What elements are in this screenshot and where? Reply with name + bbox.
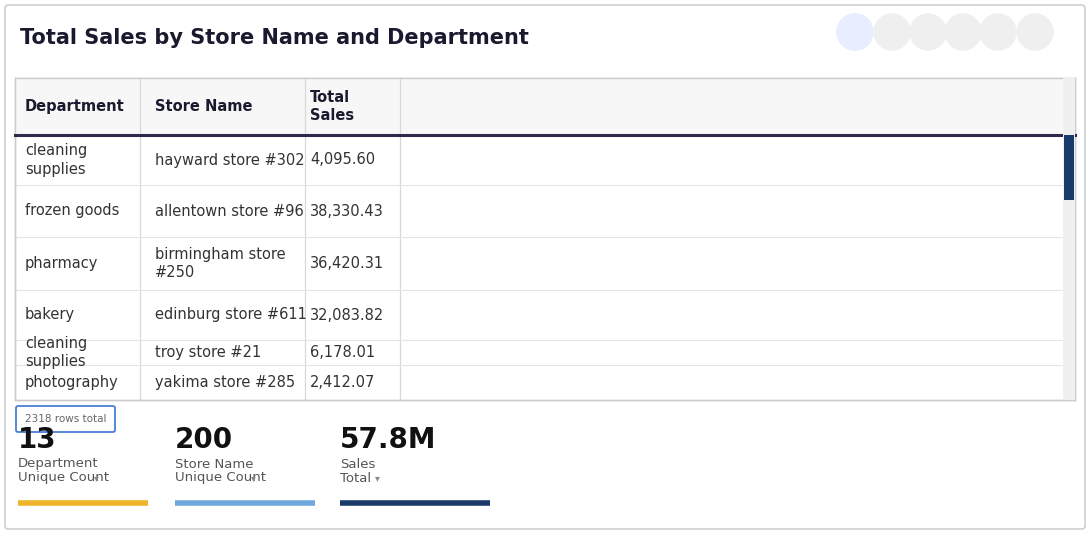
Text: Total: Total <box>340 472 371 484</box>
Text: 4,095.60: 4,095.60 <box>310 153 375 168</box>
Text: 13: 13 <box>19 426 57 454</box>
Circle shape <box>1017 14 1053 50</box>
Text: Total Sales by Store Name and Department: Total Sales by Store Name and Department <box>20 28 529 48</box>
Text: troy store #21: troy store #21 <box>155 345 262 360</box>
Text: Store Name: Store Name <box>175 458 254 470</box>
Text: birmingham store
#250: birmingham store #250 <box>155 247 286 280</box>
Circle shape <box>837 14 873 50</box>
Text: cleaning
supplies: cleaning supplies <box>25 336 87 370</box>
Text: 2318 rows total: 2318 rows total <box>25 414 106 424</box>
Text: frozen goods: frozen goods <box>25 203 120 218</box>
Text: Sales: Sales <box>340 458 375 470</box>
FancyBboxPatch shape <box>16 406 116 432</box>
Text: ▾: ▾ <box>94 473 98 483</box>
Circle shape <box>910 14 946 50</box>
Text: Unique Count: Unique Count <box>19 472 109 484</box>
Bar <box>15 78 1075 400</box>
Text: hayward store #302: hayward store #302 <box>155 153 304 168</box>
Text: Department: Department <box>19 458 98 470</box>
Text: 200: 200 <box>175 426 233 454</box>
Text: Department: Department <box>25 99 124 114</box>
Text: yakima store #285: yakima store #285 <box>155 375 295 390</box>
Text: cleaning
supplies: cleaning supplies <box>25 143 87 177</box>
Text: allentown store #96: allentown store #96 <box>155 203 304 218</box>
Text: 32,083.82: 32,083.82 <box>310 308 385 323</box>
Text: bakery: bakery <box>25 308 75 323</box>
Bar <box>1064 135 1074 200</box>
Circle shape <box>945 14 981 50</box>
Text: 2,412.07: 2,412.07 <box>310 375 375 390</box>
Text: photography: photography <box>25 375 119 390</box>
Circle shape <box>980 14 1016 50</box>
Text: Total
Sales: Total Sales <box>310 90 354 123</box>
Bar <box>15 78 1075 135</box>
FancyBboxPatch shape <box>5 5 1085 529</box>
Text: ▾: ▾ <box>251 473 255 483</box>
Text: ▾: ▾ <box>375 473 380 483</box>
Circle shape <box>874 14 910 50</box>
Text: pharmacy: pharmacy <box>25 256 98 271</box>
Text: 36,420.31: 36,420.31 <box>310 256 384 271</box>
Text: edinburg store #611: edinburg store #611 <box>155 308 307 323</box>
Bar <box>1063 78 1075 400</box>
Text: Store Name: Store Name <box>155 99 253 114</box>
Text: 38,330.43: 38,330.43 <box>310 203 384 218</box>
Text: Unique Count: Unique Count <box>175 472 266 484</box>
Text: 6,178.01: 6,178.01 <box>310 345 375 360</box>
Circle shape <box>837 14 873 50</box>
Text: 57.8M: 57.8M <box>340 426 436 454</box>
